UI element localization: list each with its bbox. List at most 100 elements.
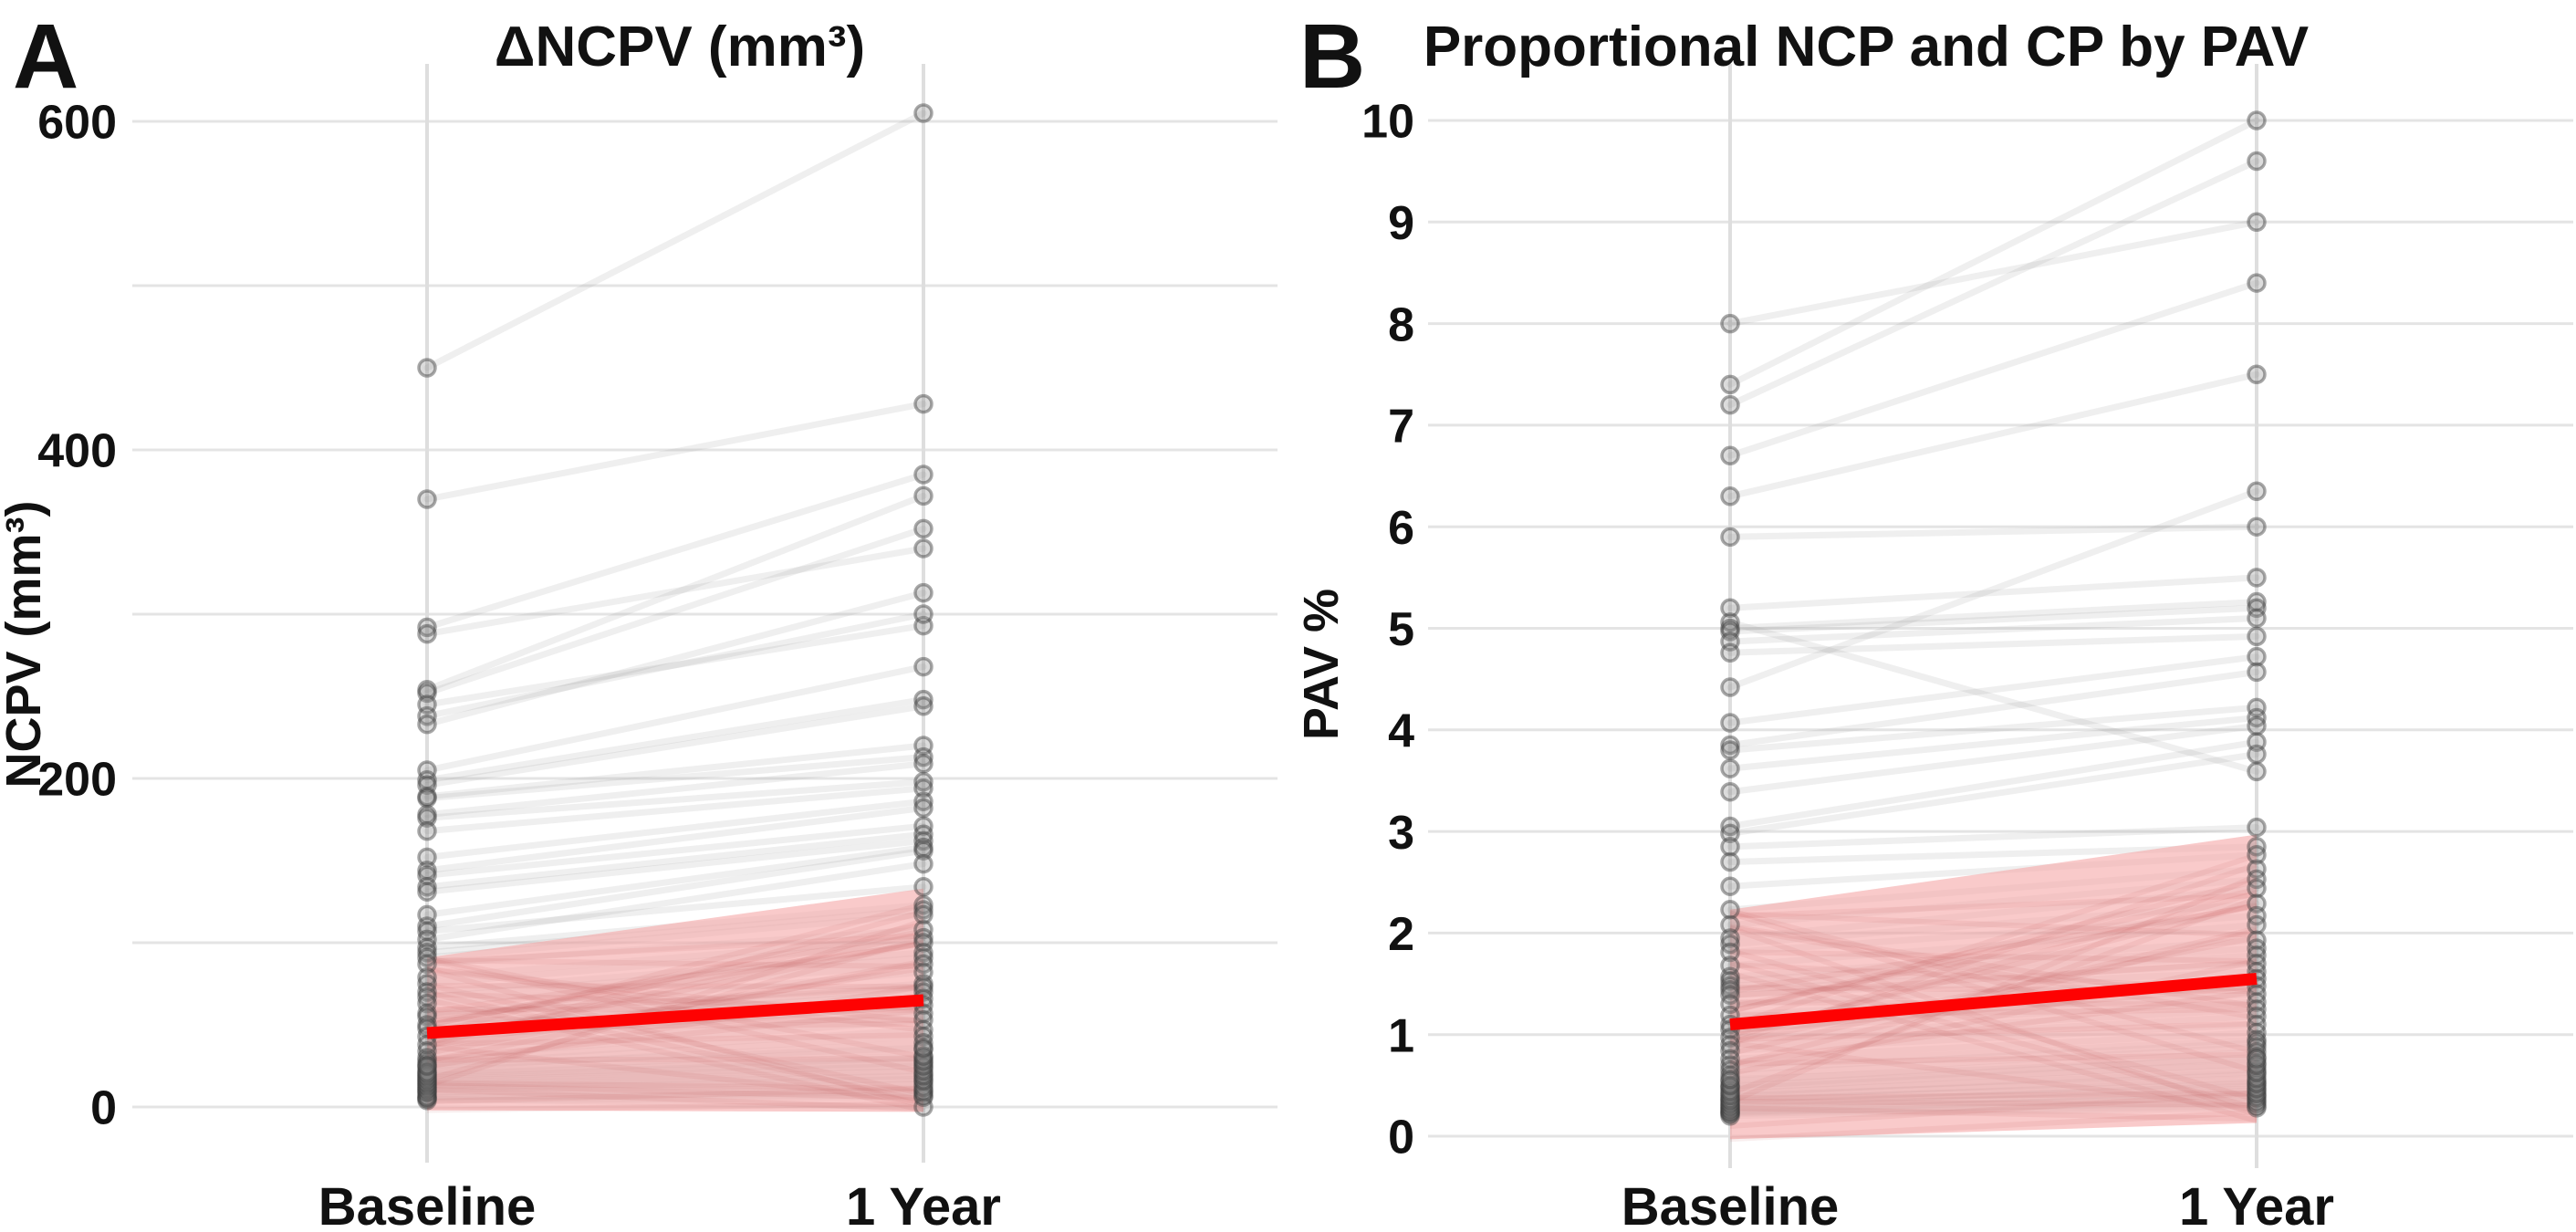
- data-point: [913, 696, 933, 716]
- data-point: [2247, 1022, 2267, 1043]
- data-point: [1720, 994, 1740, 1015]
- data-point: [417, 1069, 437, 1090]
- data-point: [2247, 1073, 2267, 1093]
- data-point: [2247, 1047, 2267, 1067]
- pair-line: [1726, 371, 2260, 500]
- data-point: [417, 683, 437, 704]
- data-point: [417, 904, 437, 925]
- data-point: [417, 820, 437, 841]
- panel-a-plot-area: 0 200 400 600 Baseline 1 Year: [37, 64, 1278, 1232]
- data-point: [2247, 1085, 2267, 1106]
- data-point: [1720, 618, 1740, 639]
- data-point: [417, 358, 437, 378]
- trend-line: [426, 994, 924, 1039]
- data-point: [913, 736, 933, 756]
- data-point: [417, 760, 437, 780]
- data-point: [417, 804, 437, 825]
- data-point: [417, 1082, 437, 1102]
- data-point: [913, 604, 933, 624]
- data-point: [2247, 859, 2267, 880]
- data-point: [417, 954, 437, 975]
- data-point: [417, 1067, 437, 1088]
- panel-b-letter: B: [1299, 5, 1365, 108]
- confidence-band-streak: [426, 1081, 924, 1101]
- confidence-band-streak: [1729, 1090, 2258, 1101]
- data-point: [417, 1074, 437, 1094]
- data-point: [1720, 823, 1740, 844]
- confidence-band-streak: [426, 1043, 924, 1105]
- data-point: [913, 656, 933, 677]
- data-point: [417, 1050, 437, 1071]
- confidence-band-streak: [426, 933, 924, 965]
- confidence-band-streak: [1729, 910, 2258, 1075]
- data-point: [913, 1046, 933, 1066]
- confidence-band-streak: [1729, 960, 2258, 1112]
- data-point: [1720, 976, 1740, 997]
- data-point: [1720, 1083, 1740, 1104]
- data-point: [2247, 151, 2267, 172]
- data-point: [913, 1064, 933, 1084]
- y-tick-label: 3: [1388, 807, 1414, 860]
- data-point: [2247, 110, 2267, 131]
- data-point: [913, 778, 933, 799]
- data-point: [1720, 1101, 1740, 1122]
- confidence-band-streak: [1729, 902, 2258, 1010]
- data-point: [417, 1087, 437, 1107]
- pair-line: [423, 471, 927, 631]
- data-point: [1720, 1087, 1740, 1108]
- data-point: [913, 974, 933, 994]
- confidence-band-streak: [426, 984, 924, 1018]
- data-point: [913, 1070, 933, 1091]
- data-point: [2247, 1098, 2267, 1118]
- data-point: [913, 1038, 933, 1058]
- data-point: [913, 1081, 933, 1101]
- confidence-band-streak: [426, 902, 924, 1038]
- x-axis-category-label: 1 Year: [2179, 1177, 2334, 1232]
- confidence-band-streak: [1729, 1098, 2258, 1108]
- data-point: [2247, 732, 2267, 752]
- data-point: [913, 791, 933, 811]
- pair-line: [423, 401, 927, 503]
- data-point: [2247, 697, 2267, 718]
- data-point: [1720, 1098, 1740, 1118]
- data-point: [2247, 646, 2267, 667]
- confidence-band-streak: [1729, 908, 2258, 1055]
- data-point: [1720, 1060, 1740, 1081]
- pair-line: [423, 804, 927, 874]
- confidence-band-streak: [1728, 924, 2258, 1118]
- pair-line: [423, 837, 927, 895]
- data-point: [2247, 1083, 2267, 1104]
- confidence-band-streak: [1729, 958, 2258, 1077]
- confidence-band-streak: [426, 1101, 924, 1113]
- data-point: [913, 927, 933, 948]
- y-tick-label: 7: [1388, 401, 1414, 454]
- data-point: [2247, 608, 2267, 629]
- data-point: [913, 582, 933, 603]
- data-point: [1720, 1092, 1740, 1113]
- data-point: [1720, 758, 1740, 778]
- data-point: [417, 967, 437, 987]
- data-point: [913, 976, 933, 997]
- data-point: [913, 1033, 933, 1053]
- data-point: [417, 861, 437, 881]
- data-point: [2247, 662, 2267, 683]
- data-point: [417, 694, 437, 715]
- data-point: [1720, 979, 1740, 1000]
- pair-line: [1726, 632, 2260, 656]
- confidence-band-streak: [426, 966, 924, 1033]
- pair-line: [1726, 668, 2260, 748]
- data-point: [2247, 517, 2267, 537]
- pair-line: [423, 611, 927, 720]
- panel-b-y-axis-label: PAV %: [1294, 589, 1349, 740]
- data-point: [417, 1041, 437, 1061]
- data-point: [2247, 893, 2267, 914]
- data-point: [913, 962, 933, 983]
- data-point: [2247, 1029, 2267, 1050]
- data-point: [1720, 527, 1740, 548]
- data-point: [2247, 1081, 2267, 1101]
- confidence-band-streak: [1729, 886, 2258, 1014]
- data-point: [1720, 1078, 1740, 1099]
- data-point: [1720, 942, 1740, 963]
- data-point: [913, 943, 933, 963]
